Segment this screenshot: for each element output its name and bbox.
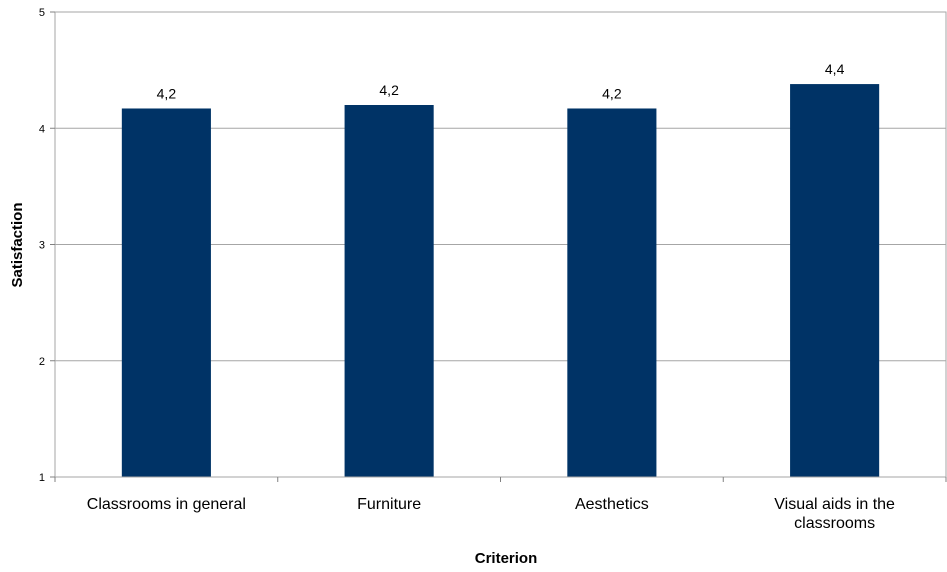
category-label-4: Visual aids in the classrooms [774,496,895,532]
bars [121,84,880,478]
bar-4 [790,84,880,477]
y-axis-title: Satisfaction [9,202,26,287]
data-label-2: 4,2 [379,82,399,98]
y-tick-label-3: 3 [39,240,45,252]
x-axis-title: Criterion [475,550,538,567]
category-label-2: Furniture [357,496,421,513]
y-tick-label-4: 4 [39,123,45,135]
category-label-1: Classrooms in general [87,496,246,513]
y-tick-label-5: 5 [39,7,45,19]
bar-3 [567,108,657,478]
axes [50,11,947,482]
data-label-3: 4,2 [602,85,622,101]
bar-1 [121,108,211,478]
bar-2 [344,105,434,477]
y-tick-label-1: 1 [39,472,45,484]
labels: 1 2 3 4 5 4,2 Classrooms in general 4,2 Furnitur… [39,7,895,532]
y-tick-label-2: 2 [39,356,45,368]
category-label-3: Aesthetics [575,496,649,513]
data-label-4: 4,4 [825,61,845,77]
data-label-1: 4,2 [157,85,177,101]
